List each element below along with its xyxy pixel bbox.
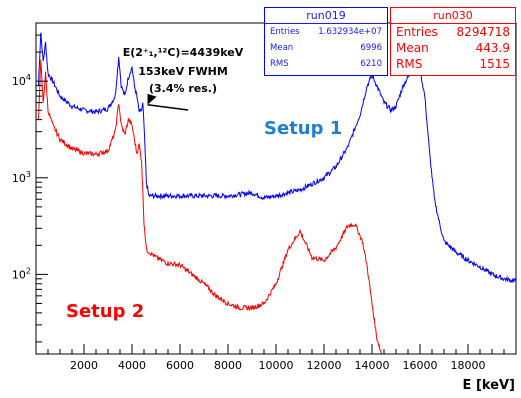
stats-row-entries: Entries 1.632934e+07 [265,24,387,40]
y-tick-label: 102 [12,266,31,281]
stats-label: RMS [396,57,423,71]
x-tick-label: 10000 [259,359,294,372]
stats-value: 1515 [479,57,510,71]
stats-row-mean: Mean 6996 [265,40,387,56]
peak-annotation-line: E(2⁺₁,¹²C)=4439keV [123,46,244,59]
stats-title: run030 [391,8,515,24]
x-tick-label: 16000 [403,359,438,372]
stats-value: 1.632934e+07 [318,27,382,37]
x-tick-label: 8000 [214,359,242,372]
stats-row-rms: RMS 6210 [265,56,387,72]
stats-title: run019 [265,8,387,24]
stats-label: Mean [270,43,294,53]
x-tick-label: 4000 [118,359,146,372]
stats-label: Mean [396,41,429,55]
peak-annotation-line: (3.4% res.) [149,82,217,95]
peak-annotation-line: 153keV FWHM [138,65,228,78]
x-tick-label: 14000 [355,359,390,372]
stats-row-rms: RMS 1515 [391,56,515,72]
x-tick-label: 2000 [70,359,98,372]
stats-label: RMS [270,59,289,69]
y-tick-label: 104 [12,73,31,88]
stats-row-entries: Entries 8294718 [391,24,515,40]
x-tick-label: 6000 [166,359,194,372]
series-run030-line [37,59,383,355]
stats-value: 6996 [360,43,382,53]
stats-label: Entries [270,27,300,37]
peak-arrow [147,104,189,111]
stats-box-run030: run030 Entries 8294718 Mean 443.9 RMS 15… [390,7,516,76]
stats-label: Entries [396,25,438,39]
stats-row-mean: Mean 443.9 [391,40,515,56]
setup-2-label: Setup 2 [66,301,144,322]
stats-box-run019: run019 Entries 1.632934e+07 Mean 6996 RM… [264,7,388,76]
stats-value: 8294718 [456,25,510,39]
x-tick-label: 18000 [451,359,486,372]
x-axis-label: E [keV] [463,378,515,393]
series-run019-line [37,32,517,283]
peak-arrowhead [147,93,157,105]
x-tick-label: 12000 [307,359,342,372]
stats-value: 6210 [360,59,382,69]
stats-value: 443.9 [475,41,510,55]
setup-1-label: Setup 1 [264,118,342,139]
y-tick-label: 103 [12,170,31,185]
